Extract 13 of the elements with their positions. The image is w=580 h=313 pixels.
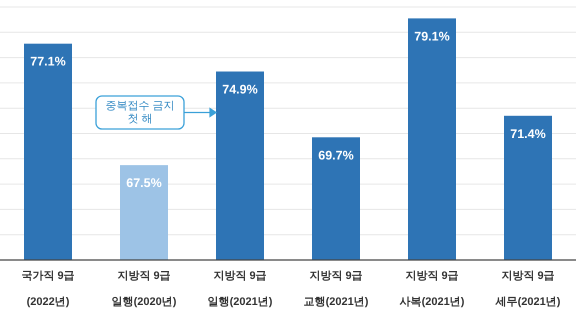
data-label: 79.1% xyxy=(414,29,450,44)
category-label: 국가직 9급 (2022년) xyxy=(21,270,75,308)
data-label: 71.4% xyxy=(510,126,546,141)
category-label: 지방직 9급 일행(2020년) xyxy=(112,270,176,308)
category-label: 지방직 9급 사복(2021년) xyxy=(400,270,464,308)
annotation: 중복접수 금지 첫 해 xyxy=(105,100,175,125)
data-label: 77.1% xyxy=(30,54,66,69)
category-label: 지방직 9급 세무(2021년) xyxy=(496,270,560,308)
category-label: 지방직 9급 일행(2021년) xyxy=(208,270,272,308)
data-label: 69.7% xyxy=(318,148,354,162)
data-label: 74.9% xyxy=(222,82,258,97)
category-label: 지방직 9급 교행(2021년) xyxy=(304,270,368,308)
data-label: 67.5% xyxy=(126,176,162,190)
